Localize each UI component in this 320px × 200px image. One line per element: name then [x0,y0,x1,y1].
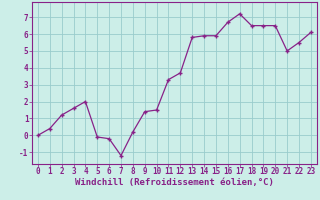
X-axis label: Windchill (Refroidissement éolien,°C): Windchill (Refroidissement éolien,°C) [75,178,274,187]
